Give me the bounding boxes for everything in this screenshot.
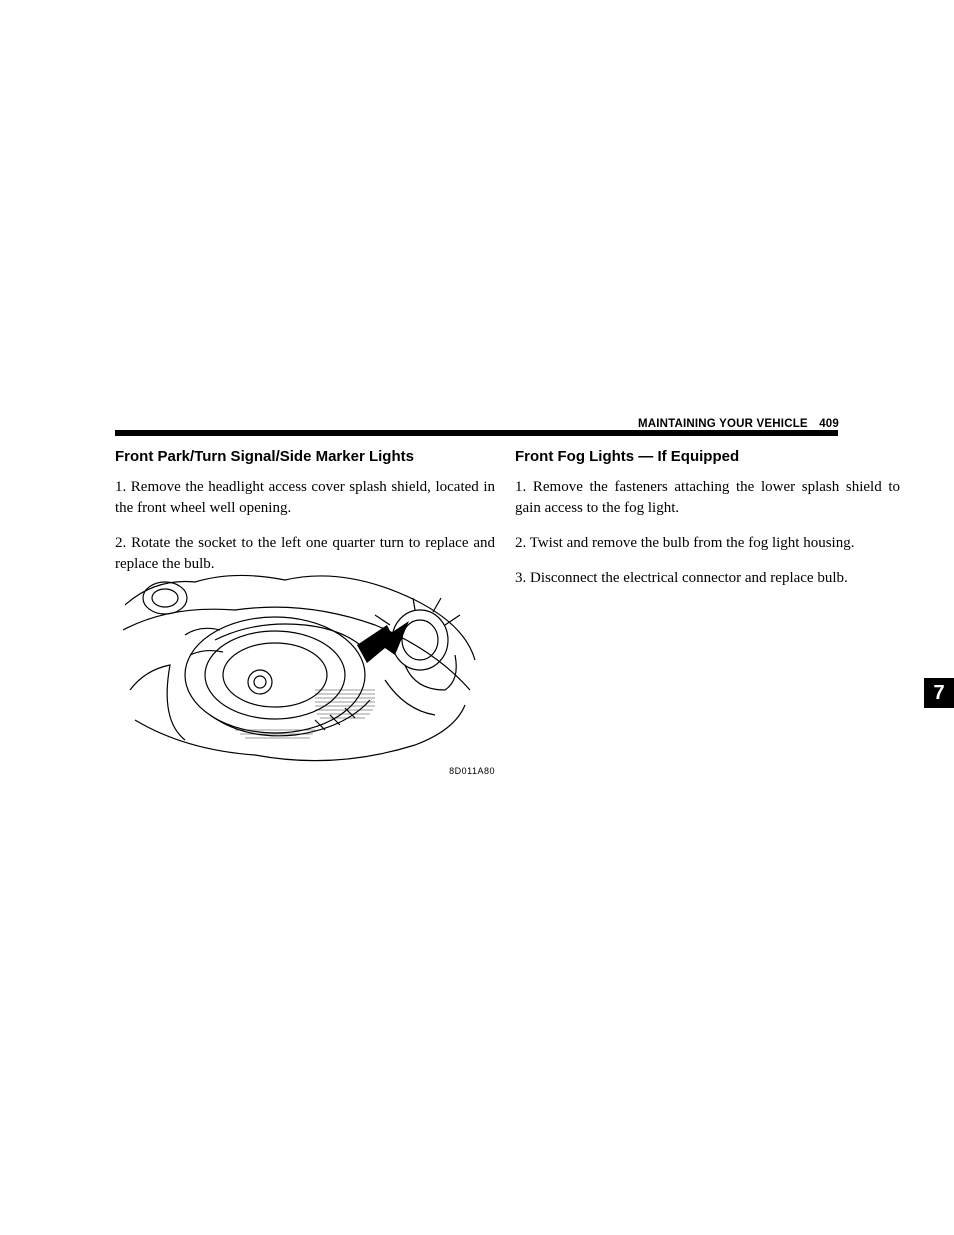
body-paragraph: 2. Twist and remove the bulb from the fo… <box>515 533 900 554</box>
running-head: MAINTAINING YOUR VEHICLE 409 <box>638 418 839 430</box>
page: MAINTAINING YOUR VEHICLE 409 Front Park/… <box>0 0 954 1235</box>
body-paragraph: 3. Disconnect the electrical connector a… <box>515 568 900 589</box>
right-column: Front Fog Lights — If Equipped 1. Remove… <box>515 448 900 603</box>
body-paragraph: 2. Rotate the socket to the left one qua… <box>115 533 495 575</box>
left-column: Front Park/Turn Signal/Side Marker Light… <box>115 448 495 589</box>
body-paragraph: 1. Remove the headlight access cover spl… <box>115 477 495 519</box>
horizontal-rule <box>115 430 838 436</box>
running-head-text: MAINTAINING YOUR VEHICLE <box>638 418 808 430</box>
body-paragraph: 1. Remove the fasteners attaching the lo… <box>515 477 900 519</box>
headlight-assembly-figure: 8D011A80 <box>115 570 495 780</box>
section-tab-number: 7 <box>933 682 944 705</box>
page-number: 409 <box>819 418 839 430</box>
section-tab: 7 <box>924 678 954 708</box>
section-title-left: Front Park/Turn Signal/Side Marker Light… <box>115 448 495 465</box>
arrow-icon <box>357 621 409 663</box>
section-title-right: Front Fog Lights — If Equipped <box>515 448 900 465</box>
figure-code: 8D011A80 <box>449 766 495 776</box>
headlight-assembly-svg <box>115 570 495 780</box>
